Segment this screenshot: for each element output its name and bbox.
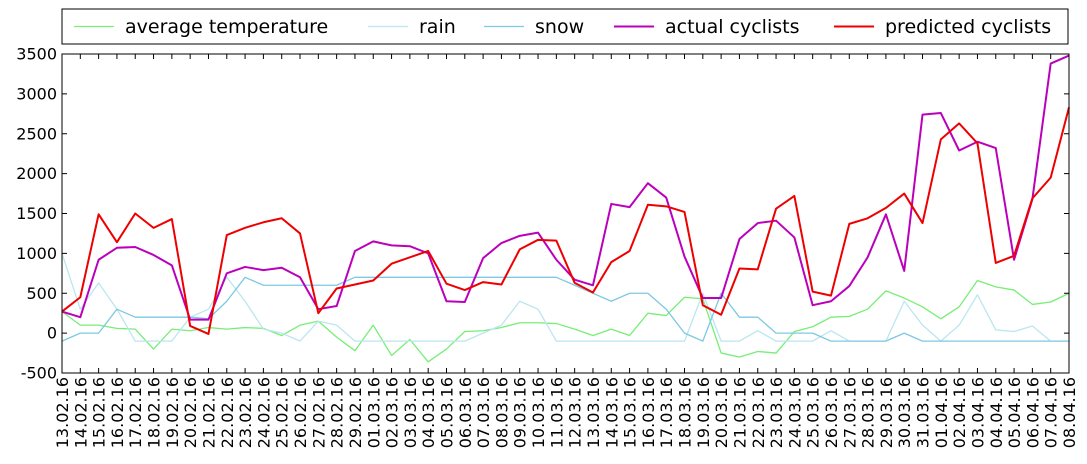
y-tick-label: 1500 <box>16 204 57 223</box>
legend-box <box>61 8 1069 45</box>
series-line-actual-cyclists <box>61 54 1070 321</box>
series-layer <box>61 54 1070 363</box>
x-tick-label: 21.03.16 <box>730 377 749 448</box>
x-tick-label: 06.03.16 <box>456 377 475 448</box>
y-tick-label: 3500 <box>16 45 57 64</box>
x-tick-label: 21.02.16 <box>199 377 218 448</box>
x-tick-label: 22.03.16 <box>749 377 768 448</box>
x-tick-label: 08.03.16 <box>492 377 511 448</box>
x-tick-label: 24.02.16 <box>254 377 273 448</box>
x-tick-label: 02.04.16 <box>950 377 969 448</box>
x-tick-label: 11.03.16 <box>547 377 566 448</box>
x-tick-label: 27.02.16 <box>309 377 328 448</box>
x-tick-label: 08.04.16 <box>1060 377 1079 448</box>
x-tick-label: 29.02.16 <box>346 377 365 448</box>
x-tick-label: 04.04.16 <box>987 377 1006 448</box>
x-tick-label: 06.04.16 <box>1023 377 1042 448</box>
x-tick-label: 27.03.16 <box>840 377 859 448</box>
x-tick-label: 16.02.16 <box>108 377 127 448</box>
x-tick-label: 14.03.16 <box>602 377 621 448</box>
series-line-average-temperature <box>61 279 1070 363</box>
legend-label: predicted cyclists <box>885 16 1051 38</box>
axes-layer: -500 0 500 1000 1500 2000 2500 3000 3500 13.02.16… <box>16 45 1079 449</box>
x-tick-label: 20.02.16 <box>181 377 200 448</box>
x-tick-label: 31.03.16 <box>914 377 933 448</box>
x-tick-label: 01.03.16 <box>364 377 383 448</box>
y-tick-label: 2000 <box>16 164 57 183</box>
series-line-rain <box>61 253 1069 342</box>
x-tick-label: 18.02.16 <box>145 377 164 448</box>
x-tick-label: 24.03.16 <box>785 377 804 448</box>
y-tick-label: 500 <box>26 284 57 303</box>
plot-background <box>62 54 1069 373</box>
x-tick-label: 05.03.16 <box>437 377 456 448</box>
x-tick-label: 10.03.16 <box>529 377 548 448</box>
x-tick-label: 04.03.16 <box>419 377 438 448</box>
x-tick-label: 07.03.16 <box>474 377 493 448</box>
y-tick-label: 3000 <box>16 84 57 103</box>
legend-label: average temperature <box>125 16 328 38</box>
y-tick-label: 0 <box>47 324 57 343</box>
x-tick-label: 29.03.16 <box>877 377 896 448</box>
x-tick-label: 03.03.16 <box>401 377 420 448</box>
x-tick-label: 30.03.16 <box>895 377 914 448</box>
x-tick-label: 20.03.16 <box>712 377 731 448</box>
x-tick-label: 03.04.16 <box>968 377 987 448</box>
legend-label: actual cyclists <box>665 16 799 38</box>
x-tick-label: 05.04.16 <box>1005 377 1024 448</box>
x-tick-label: 07.04.16 <box>1042 377 1061 448</box>
y-tick-label: 1000 <box>16 244 57 263</box>
x-tick-label: 12.03.16 <box>566 377 585 448</box>
x-tick-label: 25.02.16 <box>273 377 292 448</box>
x-tick-label: 25.03.16 <box>804 377 823 448</box>
x-tick-label: 01.04.16 <box>932 377 951 448</box>
x-tick-label: 18.03.16 <box>676 377 695 448</box>
legend-label: snow <box>535 16 584 38</box>
x-tick-label: 22.02.16 <box>218 377 237 448</box>
x-tick-label: 26.02.16 <box>291 377 310 448</box>
plot-area <box>62 54 1069 373</box>
x-tick-label: 26.03.16 <box>822 377 841 448</box>
series-line-predicted-cyclists <box>61 107 1070 335</box>
x-tick-label: 15.03.16 <box>621 377 640 448</box>
y-tick-label: -500 <box>21 364 57 383</box>
legend: average temperature rain snow actual cyclis… <box>61 8 1069 45</box>
x-tick-label: 14.02.16 <box>71 377 90 448</box>
x-tick-label: 19.03.16 <box>694 377 713 448</box>
x-tick-label: 17.03.16 <box>657 377 676 448</box>
y-tick-label: 2500 <box>16 124 57 143</box>
x-tick-label: 28.02.16 <box>328 377 347 448</box>
x-tick-label: 23.03.16 <box>767 377 786 448</box>
x-tick-label: 13.03.16 <box>584 377 603 448</box>
x-tick-label: 16.03.16 <box>639 377 658 448</box>
x-tick-label: 23.02.16 <box>236 377 255 448</box>
x-tick-label: 15.02.16 <box>90 377 109 448</box>
x-tick-label: 17.02.16 <box>126 377 145 448</box>
x-tick-label: 19.02.16 <box>163 377 182 448</box>
x-tick-label: 28.03.16 <box>859 377 878 448</box>
x-tick-label: 13.02.16 <box>53 377 72 448</box>
series-line-snow <box>61 276 1069 342</box>
x-tick-label: 02.03.16 <box>383 377 402 448</box>
legend-label: rain <box>419 16 456 38</box>
x-tick-label: 09.03.16 <box>511 377 530 448</box>
